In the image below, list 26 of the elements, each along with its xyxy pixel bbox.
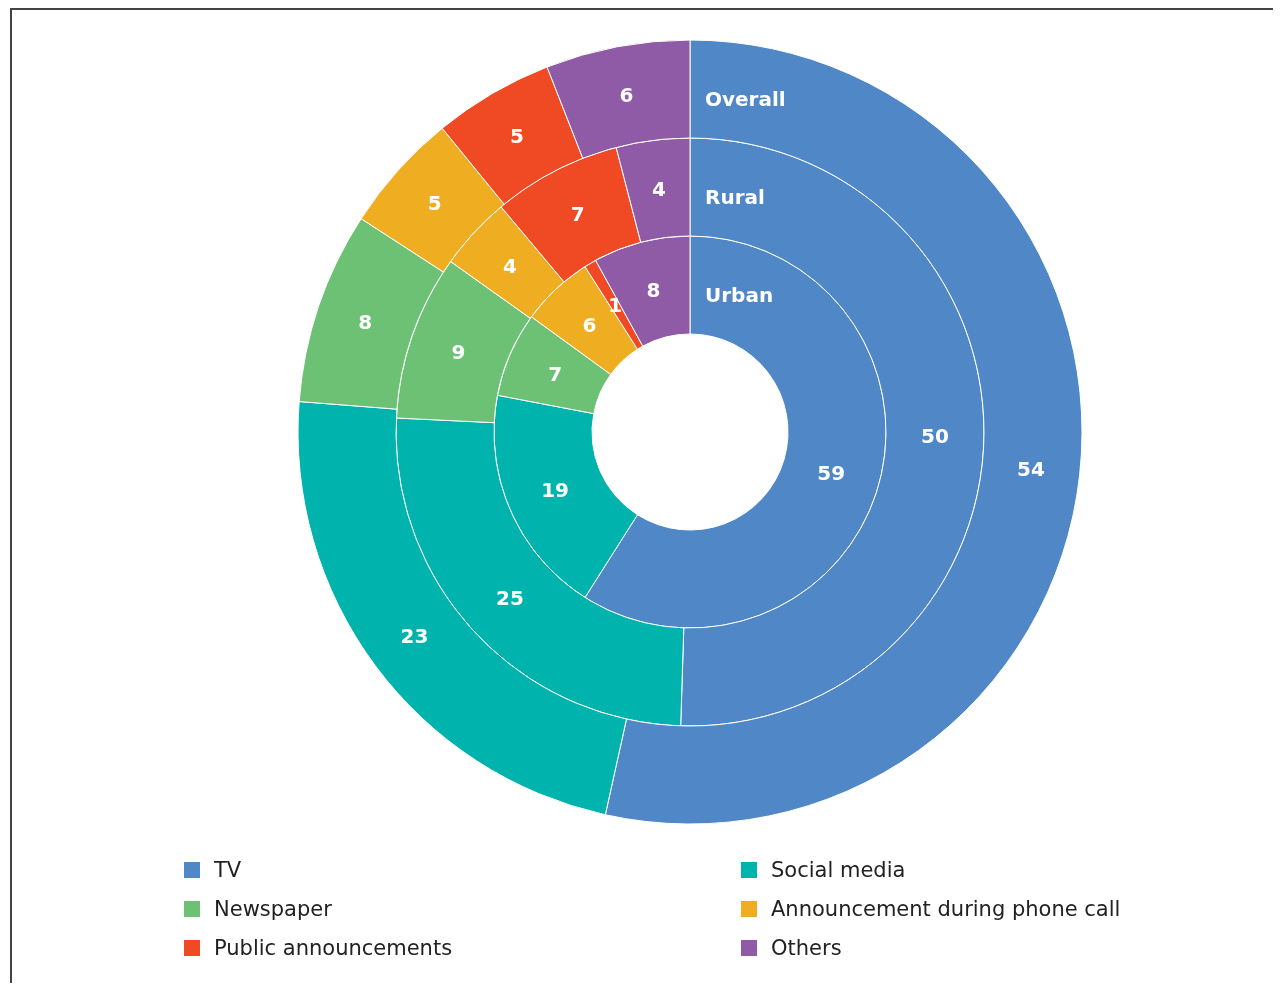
legend-label: Others	[771, 935, 842, 960]
data-label: 5	[427, 191, 442, 216]
data-label: 9	[451, 339, 466, 364]
legend-label: Public announcements	[214, 935, 453, 960]
data-label: 7	[548, 361, 563, 386]
data-label: 19	[541, 478, 570, 503]
data-label: 7	[570, 202, 585, 227]
slice-label: Rural	[705, 183, 765, 210]
data-label: 8	[358, 309, 373, 334]
data-label: 59	[817, 461, 846, 486]
slice-label: Overall	[705, 85, 786, 112]
data-label: 5	[510, 123, 524, 148]
data-label: 4	[652, 176, 666, 201]
data-label: 6	[582, 312, 597, 337]
data-label: 8	[646, 277, 661, 302]
data-label: 6	[619, 82, 634, 107]
legend-label: Social media	[771, 857, 906, 882]
data-label: 54	[1017, 457, 1045, 482]
data-label: 4	[503, 253, 517, 278]
data-label: 50	[921, 423, 949, 448]
data-label: 23	[400, 624, 429, 649]
data-label: 25	[496, 586, 524, 611]
legend-label: TV	[214, 857, 242, 882]
slice-label: Urban	[705, 281, 774, 308]
legend-label: Announcement during phone call	[771, 896, 1121, 921]
legend-label: Newspaper	[214, 896, 332, 921]
